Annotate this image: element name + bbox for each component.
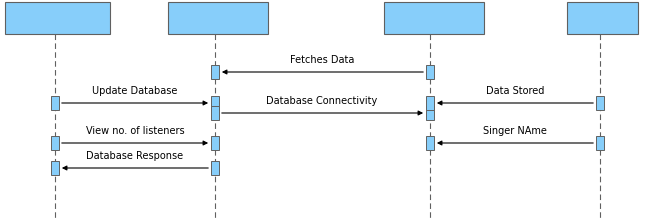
Text: Database Response: Database Response	[86, 151, 184, 161]
Bar	[211, 136, 219, 150]
Bar	[211, 106, 219, 120]
Bar	[211, 161, 219, 175]
Text: Fetches Data: Fetches Data	[290, 55, 354, 65]
Text: Data Stored: Data Stored	[486, 86, 544, 96]
Text: Tun'in: Tun'in	[197, 11, 232, 24]
Bar	[168, 2, 268, 34]
Text: Database Connectivity: Database Connectivity	[266, 96, 377, 106]
Bar	[426, 136, 434, 150]
Bar	[51, 136, 59, 150]
Text: Admin: Admin	[36, 11, 74, 24]
Bar	[211, 96, 219, 110]
Bar	[211, 65, 219, 79]
Bar	[426, 96, 434, 110]
Text: Songs: Songs	[582, 11, 618, 24]
Bar	[426, 65, 434, 79]
Bar	[51, 161, 59, 175]
Bar	[567, 2, 638, 34]
Bar	[384, 2, 484, 34]
Bar	[596, 96, 604, 110]
Bar	[426, 106, 434, 120]
Bar	[5, 2, 110, 34]
Text: Update Database: Update Database	[92, 86, 177, 96]
Text: Database: Database	[402, 11, 458, 24]
Bar	[596, 136, 604, 150]
Bar	[51, 96, 59, 110]
Text: View no. of listeners: View no. of listeners	[86, 126, 184, 136]
Text: Singer NAme: Singer NAme	[483, 126, 547, 136]
